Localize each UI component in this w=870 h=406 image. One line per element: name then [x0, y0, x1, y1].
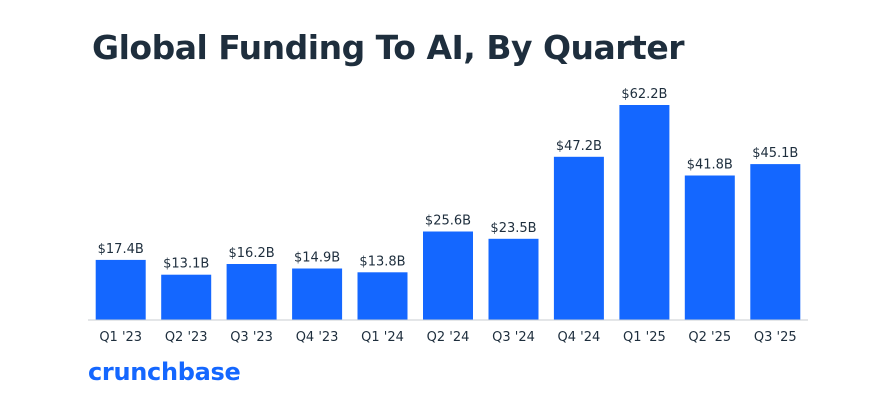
value-label-q3-23: $16.2B — [229, 246, 275, 261]
value-label-q2-24: $25.6B — [425, 214, 471, 229]
x-tick-label-q4-23: Q4 '23 — [296, 330, 339, 345]
bar-q4-24 — [553, 156, 604, 320]
value-label-q1-25: $62.2B — [621, 87, 667, 102]
value-label-q4-23: $14.9B — [294, 251, 340, 266]
x-tick-labels-layer: Q1 '23 Q2 '23 Q3 '23 Q4 '23 Q1 '24 Q2 '24 Q3 '… — [99, 330, 796, 345]
x-tick-label-q3-24: Q3 '24 — [492, 330, 535, 345]
bar-q1-25 — [619, 105, 670, 320]
bar-q1-24 — [357, 272, 408, 320]
value-label-q3-25: $45.1B — [752, 146, 798, 161]
x-tick-label-q1-23: Q1 '23 — [99, 330, 142, 345]
value-label-q4-24: $47.2B — [556, 139, 602, 154]
value-label-q2-23: $13.1B — [163, 257, 209, 272]
bar-q2-23 — [161, 274, 212, 320]
value-label-q3-24: $23.5B — [490, 221, 536, 236]
x-tick-label-q3-23: Q3 '23 — [230, 330, 273, 345]
bar-q3-24 — [488, 238, 539, 320]
bar-q4-23 — [292, 268, 343, 320]
x-tick-label-q1-25: Q1 '25 — [623, 330, 666, 345]
value-label-q2-25: $41.8B — [687, 158, 733, 173]
bar-q2-25 — [684, 175, 735, 320]
x-tick-label-q2-25: Q2 '25 — [688, 330, 731, 345]
bar-q1-23 — [95, 259, 146, 320]
bar-q3-23 — [226, 264, 277, 320]
bar-q3-25 — [750, 164, 801, 320]
x-tick-label-q3-25: Q3 '25 — [754, 330, 797, 345]
chart-title: Global Funding To AI, By Quarter — [92, 28, 685, 67]
value-label-q1-23: $17.4B — [98, 242, 144, 257]
x-tick-label-q2-23: Q2 '23 — [165, 330, 208, 345]
value-label-q1-24: $13.8B — [359, 254, 405, 269]
bars-layer — [95, 105, 801, 320]
bar-q2-24 — [423, 231, 473, 320]
x-tick-label-q1-24: Q1 '24 — [361, 330, 404, 345]
x-tick-label-q4-24: Q4 '24 — [558, 330, 601, 345]
value-labels-layer: $17.4B $13.1B $16.2B $14.9B $13.8B $25.6B $23.… — [98, 87, 799, 272]
crunchbase-logo: crunchbase — [88, 358, 241, 386]
x-tick-label-q2-24: Q2 '24 — [427, 330, 470, 345]
